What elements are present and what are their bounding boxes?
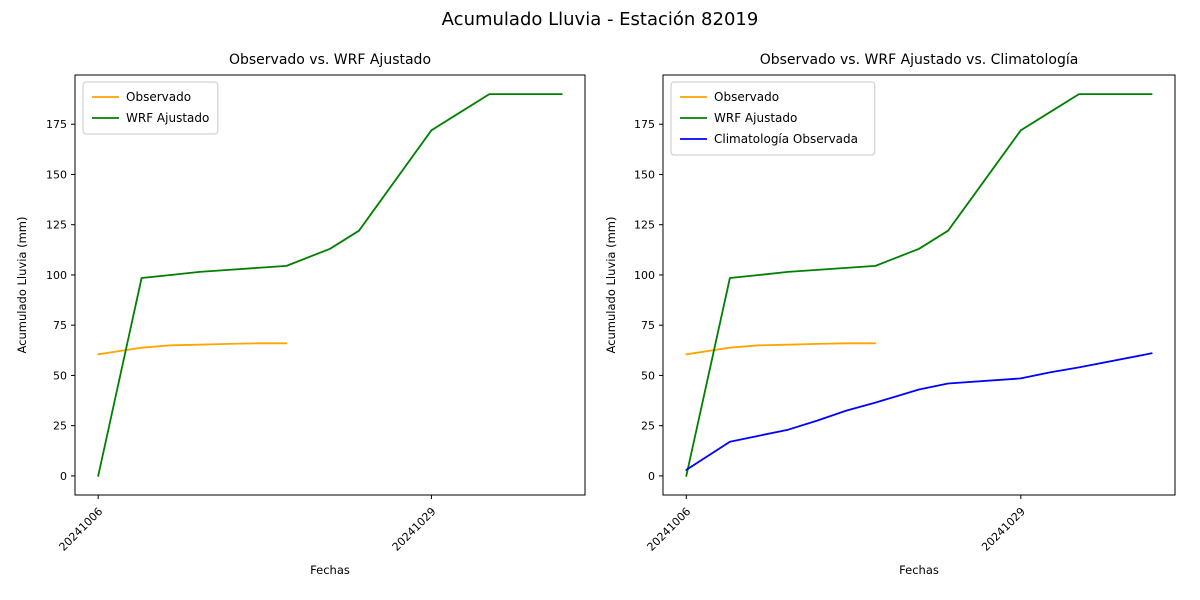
line-series-observado xyxy=(97,342,288,356)
line-series-observado xyxy=(685,342,877,356)
subplot-right-line-chart: 0 25 50 75 100 125 150 175 20241006 20241029 Obser… xyxy=(634,74,1176,554)
subplot-right-title: Observado vs. WRF Ajustado vs. Climatolo… xyxy=(759,52,1079,68)
y-tick-label: 150 xyxy=(634,168,655,181)
subplot-left-x-axis-label: Fechas xyxy=(310,563,350,577)
plot-frame xyxy=(74,74,586,496)
y-tick-label: 100 xyxy=(634,269,655,282)
subplot-left-title: Observado vs. WRF Ajustado xyxy=(228,52,432,68)
legend-box xyxy=(82,81,219,135)
y-tick-label: 25 xyxy=(53,420,67,433)
y-tick-label: 175 xyxy=(46,118,67,131)
y-tick-label: 75 xyxy=(641,319,655,332)
legend-label: WRF Ajustado xyxy=(126,111,209,125)
y-tick-label: 75 xyxy=(53,319,67,332)
y-tick-label: 175 xyxy=(634,118,655,131)
y-tick-label: 50 xyxy=(641,369,655,382)
subplot-right-x-axis-label: Fechas xyxy=(899,563,939,577)
legend-box xyxy=(670,81,876,156)
subplot-left-line-chart: 0 25 50 75 100 125 150 175 20241006 20241029 Obser… xyxy=(46,74,586,554)
legend-label: WRF Ajustado xyxy=(714,111,797,125)
legend-label: Climatología Observada xyxy=(714,132,858,146)
y-tick-label: 0 xyxy=(648,470,655,483)
y-tick-label: 125 xyxy=(46,219,67,232)
x-tick-label: 20241029 xyxy=(390,505,439,554)
y-tick-label: 25 xyxy=(641,420,655,433)
y-tick-label: 125 xyxy=(634,219,655,232)
y-tick-label: 100 xyxy=(46,269,67,282)
y-tick-label: 0 xyxy=(60,470,67,483)
line-series-climatolog-a-observada xyxy=(685,352,1153,471)
figure-title: Acumulado Lluvia - Estación 82019 xyxy=(441,9,759,30)
x-tick-label: 20241006 xyxy=(645,505,694,554)
line-series-wrf-ajustado xyxy=(97,93,563,477)
line-series-wrf-ajustado xyxy=(685,93,1153,477)
legend-label: Observado xyxy=(126,90,191,104)
x-tick-label: 20241029 xyxy=(979,505,1028,554)
x-tick-label: 20241006 xyxy=(57,505,106,554)
plot-frame xyxy=(662,74,1176,496)
legend-label: Observado xyxy=(714,90,779,104)
y-tick-label: 150 xyxy=(46,168,67,181)
y-tick-label: 50 xyxy=(53,369,67,382)
